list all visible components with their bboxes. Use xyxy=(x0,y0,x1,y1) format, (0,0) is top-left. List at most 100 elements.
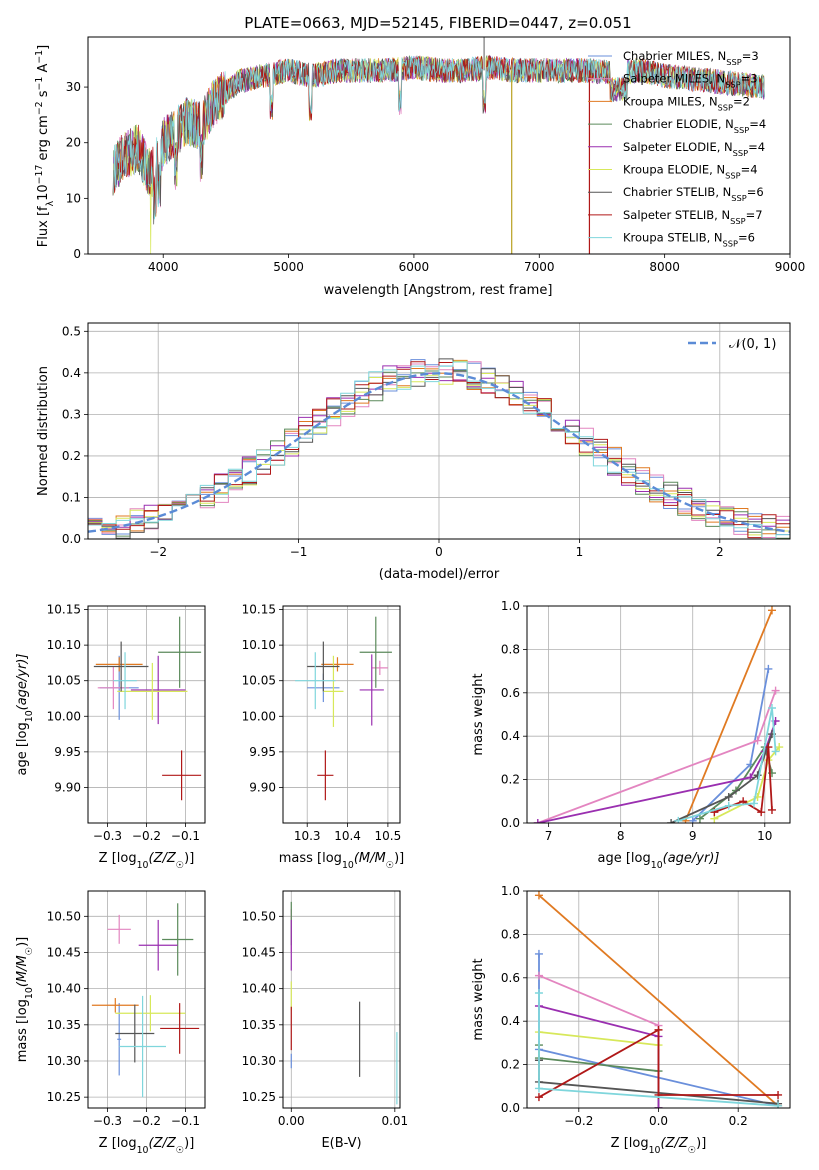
x-tick-label: 0 xyxy=(435,545,443,559)
age-vs-metallicity-axes-xlabel-part: Z [log xyxy=(99,851,137,866)
mass-vs-metallicity-axes-xlabel: Z [log10(Z/Z☉)] xyxy=(99,1136,195,1156)
y-tick-label: 10 xyxy=(66,191,81,205)
x-tick-label: 10.4 xyxy=(334,829,361,843)
x-tick-label: 1 xyxy=(576,545,584,559)
x-tick-label: −1 xyxy=(290,545,308,559)
spectrum-ylabel-part: s xyxy=(36,90,51,101)
y-tick-label: 10.30 xyxy=(47,1054,81,1068)
mass-vs-metallicity-axes-ylabel-part: )] xyxy=(15,937,30,947)
y-tick-label: 0.4 xyxy=(501,1014,520,1028)
legend-label: Salpeter MILES, NSSP=3 xyxy=(623,72,758,90)
legend-label-part: SSP xyxy=(718,102,733,112)
weight-marker-salpeter_miles xyxy=(771,686,780,695)
axes-frame xyxy=(526,890,791,1109)
x-tick-label: −0.1 xyxy=(171,829,200,843)
y-tick-label: 0.0 xyxy=(501,816,520,830)
x-tick-label: 0.2 xyxy=(729,1114,748,1128)
legend-label-part: Chabrier MILES, N xyxy=(623,49,726,63)
mass-vs-metallicity-axes-ylabel-part: (M/M xyxy=(15,955,30,987)
legend-label-part: =3 xyxy=(741,72,758,86)
mass-vs-metallicity-axes-xlabel-part: Z [log xyxy=(99,1136,137,1151)
spectrum-ylabel-part: 10 xyxy=(36,184,51,201)
legend-label-part: SSP xyxy=(733,148,748,158)
age-vs-metallicity-axes-ylabel: age [log10(age/yr)] xyxy=(15,654,35,776)
weight-marker-salpeter_stelib xyxy=(767,805,776,814)
spectrum-axes: 4000 5000 6000 7000 8000 9000 0 10 20 30 PLATE=066… xyxy=(34,14,806,298)
spectrum-ylabel: Flux [fλ10−17 erg cm−2 s−1 A−1] xyxy=(34,45,56,247)
x-tick-label: 6000 xyxy=(399,260,430,274)
y-tick-label: 10.15 xyxy=(242,603,276,617)
y-tick-label: 10.25 xyxy=(47,1090,81,1104)
weight-marker-salpeter_elodie xyxy=(654,1104,663,1108)
histogram-series-kroupa_stelib xyxy=(88,361,790,539)
mass-vs-metallicity-axes: −0.3 −0.2 −0.1 10.25 10.30 10.35 10.40 10.45 10.… xyxy=(15,890,206,1156)
y-tick-label: 10.35 xyxy=(47,1018,81,1032)
legend-label-part: =7 xyxy=(746,208,763,222)
weight-line-salpeter_stelib xyxy=(538,1028,778,1098)
y-tick-label: 10.30 xyxy=(242,1054,276,1068)
y-tick-label: 10.45 xyxy=(242,945,276,959)
plot-area xyxy=(112,37,765,254)
age-vs-metallicity-axes-xlabel-part: (Z/Z xyxy=(149,851,177,866)
y-tick-label: 10.25 xyxy=(242,1090,276,1104)
y-tick-label: 0.3 xyxy=(62,407,81,421)
axes-frame xyxy=(87,605,206,824)
legend-label-part: =2 xyxy=(733,94,750,108)
weight-marker-chabrier_stelib xyxy=(753,771,762,780)
y-tick-label: 0.1 xyxy=(62,490,81,504)
age-vs-metallicity-axes-xlabel-part: ☉ xyxy=(176,860,184,871)
plot-area xyxy=(88,358,790,539)
axes-frame xyxy=(87,322,791,540)
weight-marker-kroupa_stelib xyxy=(767,703,776,712)
axes-frame xyxy=(526,605,791,824)
x-tick-label: 9000 xyxy=(775,260,806,274)
weight-line-chabrier_stelib xyxy=(670,733,773,823)
plot-area xyxy=(290,901,398,1105)
age-vs-metallicity-axes-ylabel-part: 10 xyxy=(24,710,35,722)
mass-vs-extinction-axes-xlabel: E(B-V) xyxy=(321,1136,361,1151)
y-tick-label: 0.0 xyxy=(501,1101,520,1115)
legend-label-part: =4 xyxy=(741,163,758,177)
x-tick-label: 10.5 xyxy=(375,829,402,843)
histogram-axes: −2 −1 0 1 2 0.0 0.1 0.2 0.3 0.4 0.5 (data-model)/er… xyxy=(36,322,791,582)
y-tick-label: 10.50 xyxy=(47,909,81,923)
weight-line-salpeter_elodie xyxy=(537,720,777,823)
y-tick-label: 10.40 xyxy=(242,982,276,996)
legend-label-part: Salpeter ELODIE, N xyxy=(623,140,733,154)
spectrum-xlabel: wavelength [Angstrom, rest frame] xyxy=(324,283,553,298)
y-tick-label: 0.4 xyxy=(62,366,81,380)
age-vs-metallicity-axes-xlabel: Z [log10(Z/Z☉)] xyxy=(99,851,195,871)
axes-frame xyxy=(282,605,401,824)
x-tick-label: 9 xyxy=(689,829,697,843)
legend-label-part: Salpeter STELIB, N xyxy=(623,208,730,222)
weight-marker-salpeter_stelib xyxy=(654,1025,663,1034)
y-tick-label: 0.2 xyxy=(62,449,81,463)
normal-curve xyxy=(88,372,790,533)
spectrum-ylabel-part: −17 xyxy=(34,165,45,185)
spectrum-ylabel-part: erg cm xyxy=(36,115,51,164)
weight-vs-age-axes-xlabel-part: 10 xyxy=(651,860,663,871)
axes-frame xyxy=(87,890,206,1109)
weight-vs-metallicity-axes-xlabel-part: )] xyxy=(696,1136,706,1151)
legend-label-part: =3 xyxy=(742,49,759,63)
y-tick-label: 0.2 xyxy=(501,1058,520,1072)
mass-vs-metallicity-axes-ylabel-part: 10 xyxy=(24,987,35,999)
x-tick-label: 5000 xyxy=(273,260,304,274)
y-tick-label: 1.0 xyxy=(501,599,520,613)
weight-vs-metallicity-axes-xlabel-part: 10 xyxy=(649,1145,661,1156)
legend-label-part: SSP xyxy=(725,80,740,90)
mass-vs-extinction-axes-xlabel-part: E(B-V) xyxy=(321,1136,361,1151)
mass-vs-metallicity-axes-xlabel-part: )] xyxy=(184,1136,194,1151)
mass-vs-metallicity-axes-ylabel: mass [log10(M/M☉)] xyxy=(15,937,35,1063)
weight-marker-kroupa_miles xyxy=(534,891,543,900)
weight-marker-kroupa_stelib xyxy=(534,988,543,997)
weight-marker-salpeter_stelib xyxy=(534,1093,543,1102)
legend-label-part: Chabrier STELIB, N xyxy=(623,185,731,199)
age-vs-metallicity-axes: −0.3 −0.2 −0.1 9.90 9.95 10.00 10.05 10.10 10.15… xyxy=(15,603,206,871)
legend-label-part: SSP xyxy=(731,193,746,203)
x-tick-label: 8000 xyxy=(649,260,680,274)
y-tick-label: 9.95 xyxy=(54,745,81,759)
weight-marker-chabrier_miles xyxy=(688,816,697,823)
age-vs-mass-axes-xlabel-part: ☉ xyxy=(386,860,394,871)
